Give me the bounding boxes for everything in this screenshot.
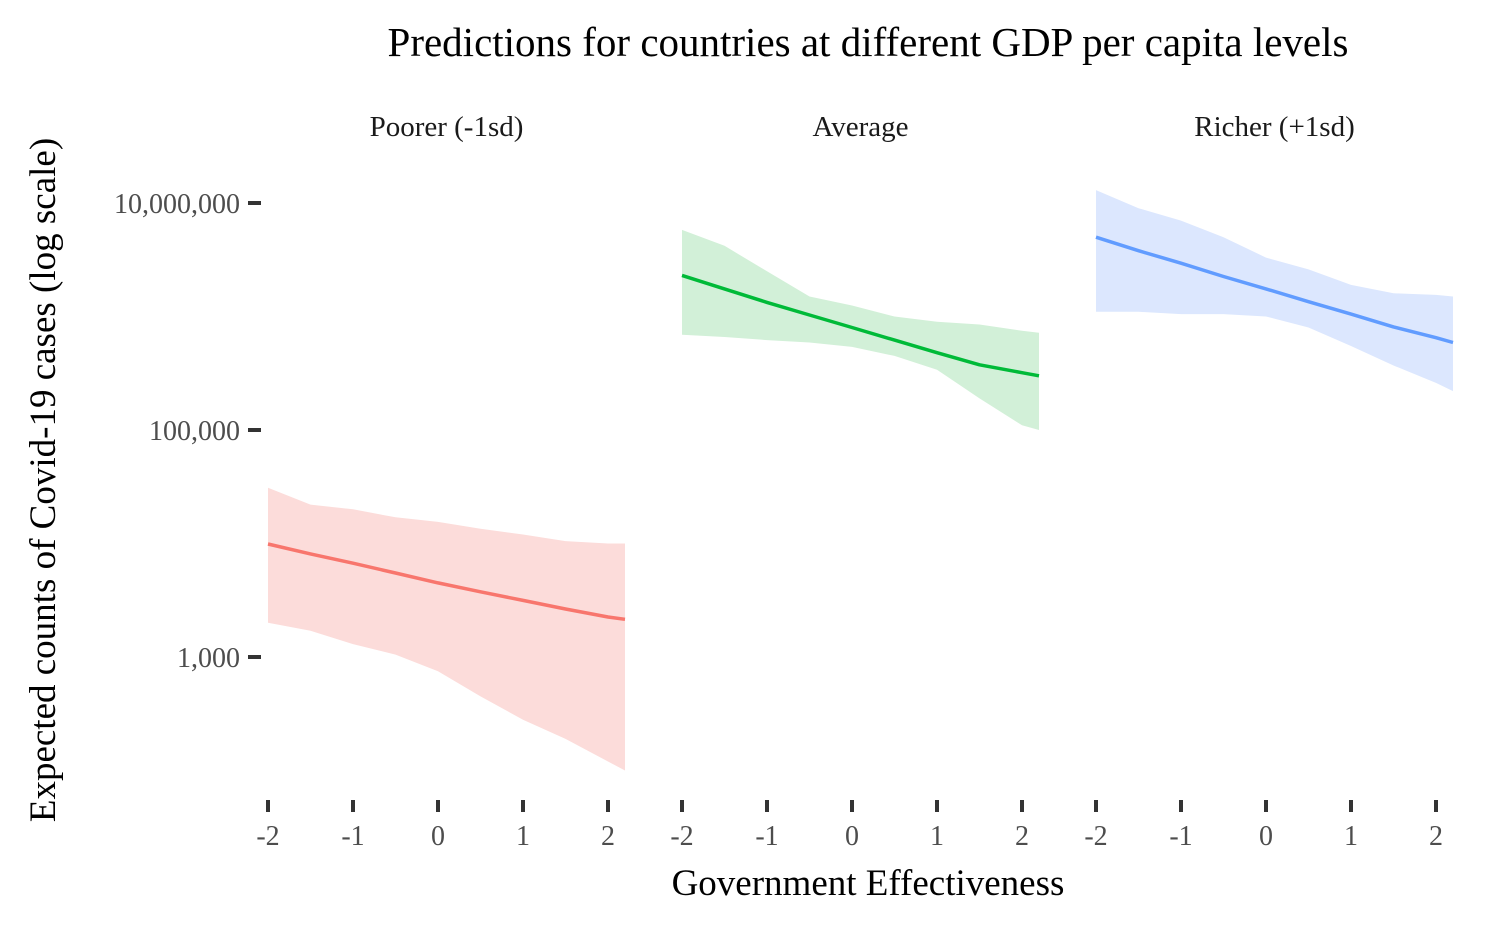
chart-title: Predictions for countries at different G… [388,19,1349,65]
y-tick-label: 10,000,000 [114,189,240,220]
x-tick-label: 1 [930,821,944,852]
prediction-line [681,273,1040,378]
prediction-line [267,542,626,622]
facet-strip-label: Richer (+1sd) [1194,111,1355,143]
x-tick-label: -2 [1084,821,1107,852]
x-tick-label: -1 [755,821,778,852]
x-tick-label: -2 [256,821,279,852]
x-tick-label: -1 [341,821,364,852]
y-axis: 1,000 100,000 10,000,000 [114,189,261,674]
x-tick-label: 1 [516,821,530,852]
x-tick-label: 2 [601,821,615,852]
x-tick-label: 2 [1015,821,1029,852]
y-axis-title: Expected counts of Covid-19 cases (log s… [23,138,64,822]
x-tick-label: 1 [1344,821,1358,852]
facet-panel: Richer (+1sd) -2 -1 0 1 2 [1084,111,1454,852]
y-tick-label: 100,000 [149,416,240,447]
facet-strip-label: Poorer (-1sd) [370,111,524,143]
confidence-ribbon [268,487,625,771]
x-tick-label: 0 [1259,821,1273,852]
x-axis-title: Government Effectiveness [672,863,1065,904]
x-tick-label: 0 [431,821,445,852]
facet-panel: Poorer (-1sd) -2 -1 0 1 2 [256,111,626,852]
x-tick-label: 0 [845,821,859,852]
x-tick-label: 2 [1429,821,1443,852]
facet-strip-label: Average [812,111,908,143]
facet-panel: Average -2 -1 0 1 2 [670,111,1040,852]
prediction-line [1095,235,1454,345]
x-tick-label: -2 [670,821,693,852]
x-tick-label: -1 [1169,821,1192,852]
y-tick-label: 1,000 [177,643,240,674]
